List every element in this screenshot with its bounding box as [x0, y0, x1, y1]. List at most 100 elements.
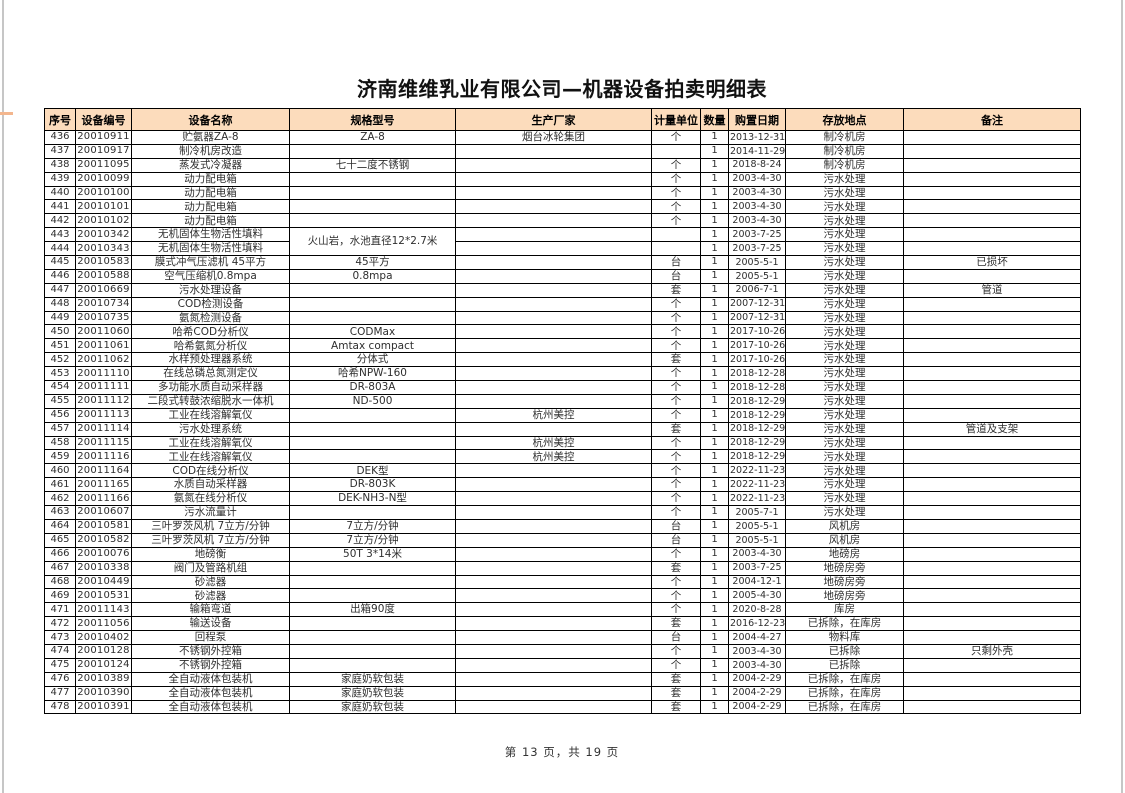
table-cell: 1: [700, 671, 729, 687]
table-cell: 2018-12-29: [728, 435, 786, 451]
table-cell: 2007-12-31: [728, 310, 786, 326]
table-cell: 个: [651, 324, 701, 340]
table-cell: 1: [700, 130, 729, 145]
table-cell: 阀门及管路机组: [131, 560, 290, 576]
table-cell: 445: [44, 255, 76, 270]
table-cell: 1: [700, 185, 729, 201]
table-cell: 476: [44, 671, 76, 687]
table-cell: 已拆除，在库房: [785, 685, 904, 701]
table-cell: [455, 671, 652, 687]
table-cell: 441: [44, 199, 76, 215]
table-cell: [455, 699, 652, 715]
table-cell: 1: [700, 532, 729, 548]
table-cell: 20010734: [75, 296, 132, 312]
table-cell: 火山岩，水池直径12*2.7米: [289, 227, 456, 257]
table-cell: [455, 685, 652, 701]
table-cell: 套: [651, 560, 701, 576]
table-cell: 污水处理: [785, 268, 904, 284]
table-cell: 动力配电箱: [131, 213, 290, 229]
table-cell: 2017-10-26: [728, 352, 786, 368]
table-cell: 449: [44, 310, 76, 326]
table-row: 445 20010583 膜式冲气压滤机 45平方 45平方 台 1 2005-5-1 污水处…: [44, 255, 1081, 270]
table-cell: 1: [700, 449, 729, 465]
table-cell: 2005-5-1: [728, 518, 786, 534]
table-row: 463 20010607 污水流量计 个 1 2005-7-1 污水处理: [44, 505, 1081, 520]
table-cell: 2020-8-28: [728, 602, 786, 618]
table-cell: 463: [44, 505, 76, 520]
table-cell: [455, 643, 652, 659]
table-cell: 个: [651, 463, 701, 479]
table-cell: 2007-12-31: [728, 296, 786, 312]
table-cell: 污水处理: [785, 477, 904, 493]
window-edge-right: [1121, 0, 1123, 793]
table-cell: 台: [651, 255, 701, 270]
table-cell: [455, 143, 652, 159]
table-cell: 2003-4-30: [728, 213, 786, 229]
table-cell: 个: [651, 171, 701, 187]
table-cell: [651, 241, 701, 257]
table-cell: 20010911: [75, 130, 132, 145]
table-cell: 2018-8-24: [728, 157, 786, 173]
table-cell: 469: [44, 588, 76, 604]
table-cell: 砂滤器: [131, 588, 290, 604]
table-cell: 蒸发式冷凝器: [131, 157, 290, 173]
table-cell: 回程泵: [131, 630, 290, 645]
table-row: 466 20010076 地磅衡 50T 3*14米 个 1 2003-4-30 地磅房: [44, 546, 1081, 562]
table-cell: [289, 296, 456, 312]
table-cell: 地磅衡: [131, 546, 290, 562]
table-row: 449 20010735 氨氮检测设备 个 1 2007-12-31 污水处理: [44, 310, 1081, 326]
table-row: 452 20011062 水样预处理器系统 分体式 套 1 2017-10-26 污水处理: [44, 352, 1081, 368]
table-cell: [903, 268, 1081, 284]
table-cell: 1: [700, 366, 729, 382]
table-cell: 1: [700, 435, 729, 451]
table-cell: DEK型: [289, 463, 456, 479]
table-cell: 多功能水质自动采样器: [131, 380, 290, 395]
table-cell: 个: [651, 588, 701, 604]
table-cell: 污水处理: [785, 171, 904, 187]
table-cell: 污水处理: [785, 421, 904, 437]
table-cell: 1: [700, 685, 729, 701]
table-row: 476 20010389 全自动液体包装机 家庭奶软包装 套 1 2004-2-29 已拆除，…: [44, 671, 1081, 687]
table-cell: [289, 630, 456, 645]
table-cell: 库房: [785, 602, 904, 618]
table-cell: 个: [651, 477, 701, 493]
table-cell: 1: [700, 255, 729, 270]
table-cell: 2018-12-28: [728, 366, 786, 382]
table-cell: [455, 574, 652, 590]
table-cell: 2004-2-29: [728, 699, 786, 715]
table-cell: 烟台冰轮集团: [455, 130, 652, 145]
table-cell: 个: [651, 213, 701, 229]
table-cell: 20010390: [75, 685, 132, 701]
table-cell: 477: [44, 685, 76, 701]
table-cell: 2003-4-30: [728, 546, 786, 562]
table-cell: 468: [44, 574, 76, 590]
table-cell: 454: [44, 380, 76, 395]
table-cell: 2018-12-29: [728, 407, 786, 423]
table-cell: 已损坏: [903, 255, 1081, 270]
table-cell: [903, 602, 1081, 618]
table-cell: [455, 255, 652, 270]
table-cell: 465: [44, 532, 76, 548]
table-row: 448 20010734 COD检测设备 个 1 2007-12-31 污水处理: [44, 296, 1081, 312]
table-cell: 443: [44, 227, 76, 243]
table-cell: 套: [651, 282, 701, 298]
table-cell: 2003-7-25: [728, 241, 786, 257]
table-cell: 7立方/分钟: [289, 532, 456, 548]
table-cell: 1: [700, 393, 729, 409]
table-row: 442 20010102 动力配电箱 个 1 2003-4-30 污水处理: [44, 213, 1081, 229]
table-cell: 风机房: [785, 518, 904, 534]
table-row: 436 20010911 贮氨器ZA-8 ZA-8 烟台冰轮集团个 1 2013-12-31…: [44, 130, 1081, 145]
table-cell: [455, 296, 652, 312]
table-cell: 个: [651, 380, 701, 395]
table-cell: 20010583: [75, 255, 132, 270]
table-cell: 452: [44, 352, 76, 368]
table-cell: 1: [700, 310, 729, 326]
table-cell: 个: [651, 407, 701, 423]
table-cell: 个: [651, 449, 701, 465]
table-row: 443 20010342 无机固体生物活性填料 火山岩，水池直径12*2.7米 1 200…: [44, 227, 1081, 257]
table-cell: 个: [651, 366, 701, 382]
table-cell: 453: [44, 366, 76, 382]
table-cell: 20011060: [75, 324, 132, 340]
table-cell: 20011164: [75, 463, 132, 479]
table-cell: 20010449: [75, 574, 132, 590]
